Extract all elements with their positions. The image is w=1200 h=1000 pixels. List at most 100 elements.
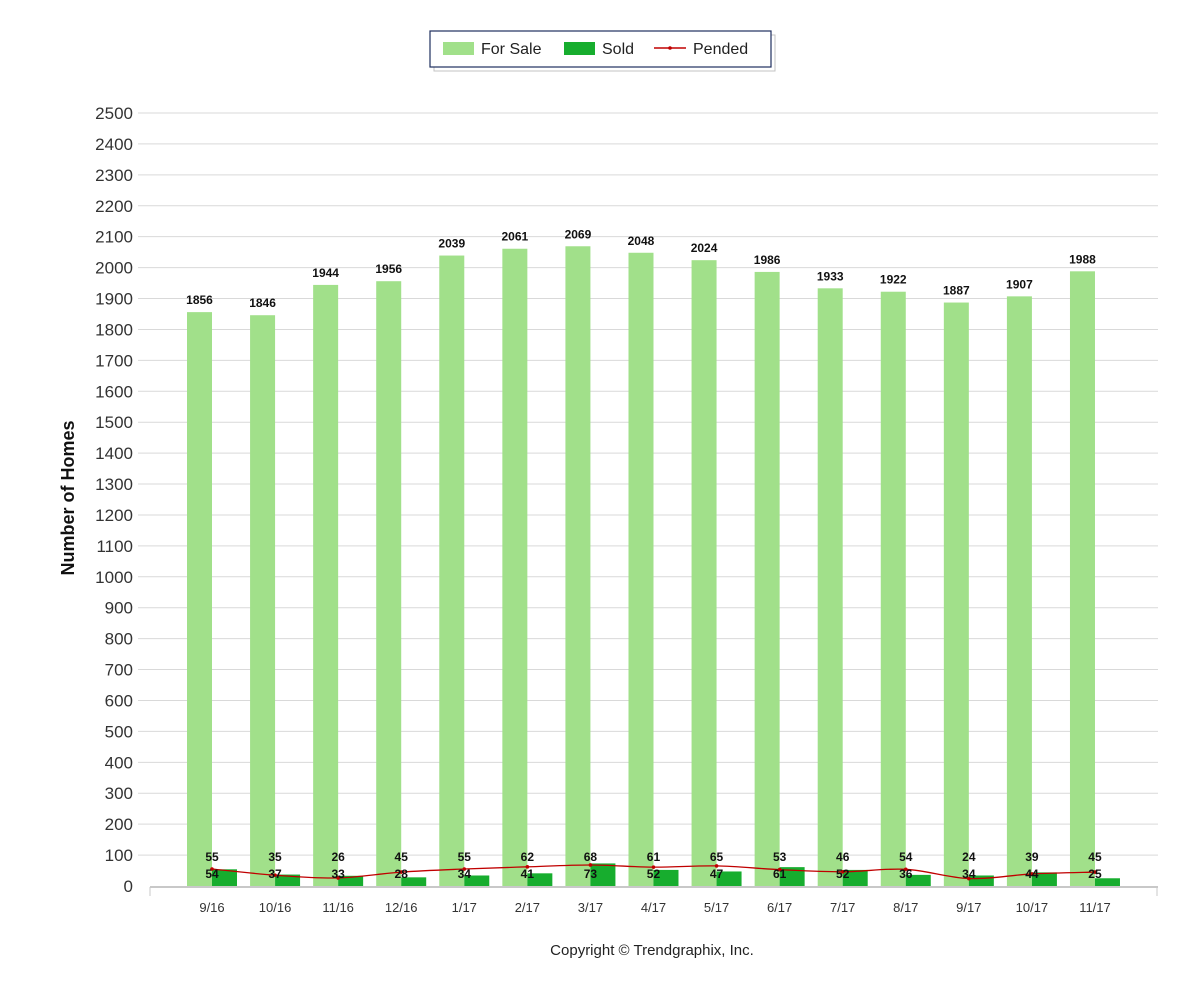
y-tick-label: 600 <box>105 691 133 710</box>
pended-point <box>462 867 467 871</box>
pended-value-label: 45 <box>395 850 409 864</box>
sold-bar <box>401 877 427 886</box>
pended-value-label: 54 <box>899 850 913 864</box>
sold-bar <box>1094 878 1120 886</box>
x-tick-label: 5/17 <box>704 900 729 915</box>
x-tick-label: 9/17 <box>956 900 981 915</box>
y-tick-label: 700 <box>105 661 133 680</box>
pended-point <box>210 867 214 871</box>
for-sale-value-label: 1944 <box>312 266 339 280</box>
y-tick-label: 800 <box>105 630 133 649</box>
y-tick-label: 300 <box>105 784 133 803</box>
pended-value-label: 68 <box>584 850 598 864</box>
sold-bar <box>779 867 805 886</box>
for-sale-value-label: 1922 <box>880 273 907 287</box>
sold-bar <box>653 869 679 886</box>
sold-bar <box>905 874 931 886</box>
y-tick-label: 500 <box>105 722 133 741</box>
for-sale-value-label: 2024 <box>691 241 718 255</box>
y-tick-label: 1400 <box>95 444 133 463</box>
pended-value-label: 53 <box>773 850 787 864</box>
for-sale-bar <box>880 291 906 886</box>
x-axis-ticks: 9/16 10/16 11/16 12/16 1/17 2/17 3/17 4/17 5/17 6… <box>199 900 1110 915</box>
for-sale-bar <box>439 255 465 886</box>
pended-point <box>336 876 340 880</box>
pended-value-label: 39 <box>1025 850 1039 864</box>
for-sale-value-label: 1988 <box>1069 252 1096 266</box>
y-tick-label: 0 <box>124 877 133 896</box>
sold-bar <box>1031 872 1057 886</box>
legend-label-sold: Sold <box>602 41 634 58</box>
x-tick-label: 11/17 <box>1079 900 1111 915</box>
pended-value-label: 24 <box>962 850 976 864</box>
y-tick-label: 2300 <box>95 166 133 185</box>
y-tick-label: 1900 <box>95 290 133 309</box>
pended-point <box>273 873 277 877</box>
for-sale-bar <box>565 246 591 886</box>
x-tick-label: 7/17 <box>830 900 855 915</box>
for-sale-bar <box>943 302 969 886</box>
sold-value-label: 54 <box>205 867 219 881</box>
legend-label-pended: Pended <box>693 41 748 58</box>
sold-value-label: 25 <box>1088 867 1102 881</box>
sold-bar <box>212 869 237 886</box>
sold-bar <box>275 874 301 886</box>
for-sale-value-label: 1856 <box>186 293 213 307</box>
y-tick-label: 1700 <box>95 351 133 370</box>
x-tick-label: 6/17 <box>767 900 792 915</box>
for-sale-bar <box>187 312 212 887</box>
legend-label-for-sale: For Sale <box>481 41 542 58</box>
for-sale-value-label: 2048 <box>628 234 655 248</box>
sold-value-label: 33 <box>331 867 345 881</box>
for-sale-value-label: 1846 <box>249 296 276 310</box>
sold-bar <box>464 875 490 886</box>
for-sale-value-label: 1887 <box>943 284 970 298</box>
sold-bar <box>716 871 742 886</box>
y-tick-label: 2400 <box>95 135 133 154</box>
pended-point <box>840 869 845 874</box>
y-tick-label: 2200 <box>95 197 133 216</box>
for-sale-bar <box>376 281 402 886</box>
x-tick-label: 2/17 <box>515 900 540 915</box>
bars <box>187 246 1120 887</box>
legend: For Sale Sold Pended <box>429 30 776 72</box>
pended-value-label: 62 <box>521 850 535 864</box>
sold-value-label: 52 <box>836 867 850 881</box>
for-sale-bar <box>313 284 339 887</box>
for-sale-bar <box>1006 296 1032 886</box>
x-tick-label: 12/16 <box>385 900 418 915</box>
for-sale-bar <box>250 315 276 886</box>
y-tick-label: 1200 <box>95 506 133 525</box>
for-sale-value-label: 1907 <box>1006 277 1033 291</box>
for-sale-bar <box>691 260 717 886</box>
y-axis-ticks: 0 100 200 300 400 500 600 700 800 900 1000 1100 1200… <box>95 104 133 896</box>
copyright-text: Copyright © Trendgraphix, Inc. <box>550 942 754 959</box>
pended-point <box>651 865 656 869</box>
for-sale-bar <box>817 288 843 886</box>
pended-point <box>777 867 782 872</box>
x-axis <box>149 886 1158 896</box>
pended-point <box>399 870 404 874</box>
sold-value-label: 37 <box>268 867 282 881</box>
for-sale-bar <box>754 271 780 886</box>
y-tick-label: 200 <box>105 815 133 834</box>
pended-value-label: 26 <box>331 850 345 864</box>
sold-value-label: 34 <box>458 867 472 881</box>
pended-point <box>1030 872 1034 876</box>
sold-bar <box>590 863 616 886</box>
sold-bar <box>338 875 364 886</box>
pended-value-label: 45 <box>1088 850 1102 864</box>
sold-value-label: 73 <box>584 867 598 881</box>
sold-bar <box>968 875 994 886</box>
y-tick-label: 1500 <box>95 413 133 432</box>
pended-point <box>967 876 971 881</box>
y-tick-label: 2500 <box>95 104 133 123</box>
pended-value-label: 55 <box>458 850 472 864</box>
y-tick-label: 900 <box>105 599 133 618</box>
sold-value-label: 44 <box>1025 867 1039 881</box>
for-sale-value-label: 2039 <box>438 237 465 251</box>
y-tick-label: 1600 <box>95 382 133 401</box>
legend-box <box>429 30 772 68</box>
x-tick-label: 8/17 <box>893 900 918 915</box>
